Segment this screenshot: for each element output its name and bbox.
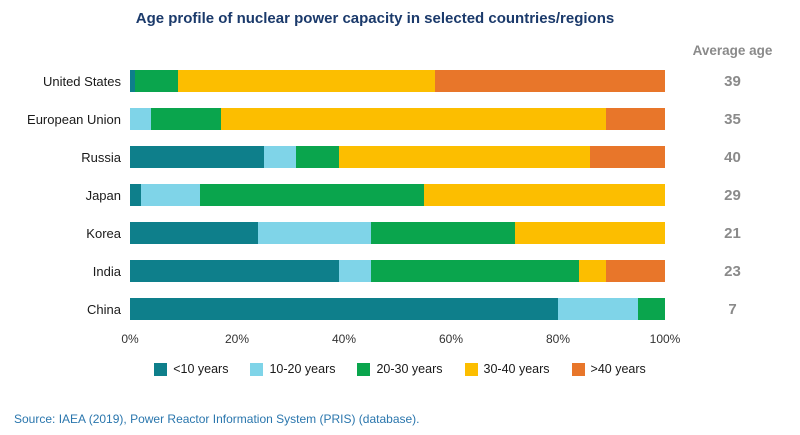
x-tick-label: 40% [331, 332, 357, 346]
bar-segment [135, 70, 179, 92]
bar-rows: United States 39 European Union 35 Russia 40 J… [0, 62, 800, 328]
chart-row: Japan 29 [0, 176, 800, 214]
x-tick-label: 20% [224, 332, 250, 346]
stacked-bar [130, 260, 665, 282]
legend-label: 20-30 years [376, 362, 443, 376]
bar-segment [579, 260, 607, 282]
axis-right-spacer [665, 330, 800, 348]
bar-segment [130, 184, 141, 206]
stacked-bar [130, 298, 665, 320]
legend-item: >40 years [571, 362, 646, 376]
bar-segment [515, 222, 665, 244]
legend: <10 years 10-20 years 20-30 years 30-40 yea… [0, 362, 800, 376]
legend-item: 10-20 years [250, 362, 335, 376]
stacked-bar [130, 108, 665, 130]
bar-segment [151, 108, 221, 130]
average-age-header: Average age [692, 43, 773, 58]
legend-swatch-icon [464, 362, 478, 376]
bar-segment [130, 298, 558, 320]
legend-label: 30-40 years [483, 362, 550, 376]
bar-segment [263, 146, 296, 168]
category-label: Russia [81, 149, 121, 165]
axis-tick-track: 0% 20% 40% 60% 80% 100% [121, 330, 680, 348]
chart-row: United States 39 [0, 62, 800, 100]
bar-segment [130, 108, 152, 130]
average-age-value: 35 [724, 110, 741, 128]
legend-item: <10 years [154, 362, 228, 376]
bar-segment [258, 222, 371, 244]
bar-segment [295, 146, 339, 168]
chart-row: Russia 40 [0, 138, 800, 176]
legend-item: 30-40 years [464, 362, 550, 376]
x-tick-label: 100% [649, 332, 681, 346]
x-tick-label: 60% [438, 332, 464, 346]
average-age-value: 40 [724, 148, 741, 166]
bar-segment [434, 70, 665, 92]
bar-segment [338, 146, 591, 168]
bar-segment [606, 260, 665, 282]
bar-segment [140, 184, 200, 206]
category-label: China [87, 301, 121, 317]
category-label: India [92, 263, 121, 279]
chart-row: European Union 35 [0, 100, 800, 138]
bar-segment [558, 298, 639, 320]
legend-label: >40 years [590, 362, 646, 376]
bar-segment [606, 108, 665, 130]
bar-segment [424, 184, 665, 206]
average-age-value: 7 [728, 300, 737, 318]
chart-title: Age profile of nuclear power capacity in… [135, 10, 615, 27]
legend-swatch-icon [571, 362, 585, 376]
bar-segment [638, 298, 665, 320]
header-track-spacer [130, 43, 665, 58]
average-age-value: 29 [724, 186, 741, 204]
average-age-value: 39 [724, 72, 741, 90]
chart-row: Korea 21 [0, 214, 800, 252]
chart-row: India 23 [0, 252, 800, 290]
category-label: Japan [85, 187, 121, 203]
legend-swatch-icon [154, 362, 168, 376]
bar-segment [130, 146, 264, 168]
header-label-spacer [0, 43, 130, 58]
x-tick-label: 0% [121, 332, 139, 346]
stacked-bar [130, 146, 665, 168]
bar-segment [130, 222, 259, 244]
bar-segment [130, 260, 339, 282]
stacked-bar [130, 184, 665, 206]
stacked-bar [130, 222, 665, 244]
category-label: European Union [27, 111, 121, 127]
bar-segment [178, 70, 435, 92]
average-age-value: 21 [724, 224, 741, 242]
stacked-bar [130, 70, 665, 92]
bar-segment [130, 70, 136, 92]
source-note: Source: IAEA (2019), Power Reactor Infor… [14, 412, 420, 426]
bar-segment [370, 260, 580, 282]
chart-row: China 7 [0, 290, 800, 328]
bar-segment [370, 222, 516, 244]
header-row: Average age [0, 43, 800, 58]
axis-left-spacer [0, 330, 130, 348]
bar-segment [590, 146, 665, 168]
x-tick-label: 80% [545, 332, 571, 346]
legend-item: 20-30 years [357, 362, 443, 376]
legend-swatch-icon [250, 362, 264, 376]
bar-segment [199, 184, 425, 206]
bar-segment [220, 108, 607, 130]
category-label: United States [42, 73, 121, 89]
x-axis: 0% 20% 40% 60% 80% 100% [0, 330, 800, 348]
average-age-value: 23 [724, 262, 741, 280]
legend-label: 10-20 years [269, 362, 336, 376]
legend-swatch-icon [357, 362, 371, 376]
bar-segment [338, 260, 371, 282]
legend-label: <10 years [173, 362, 229, 376]
category-label: Korea [86, 225, 121, 241]
